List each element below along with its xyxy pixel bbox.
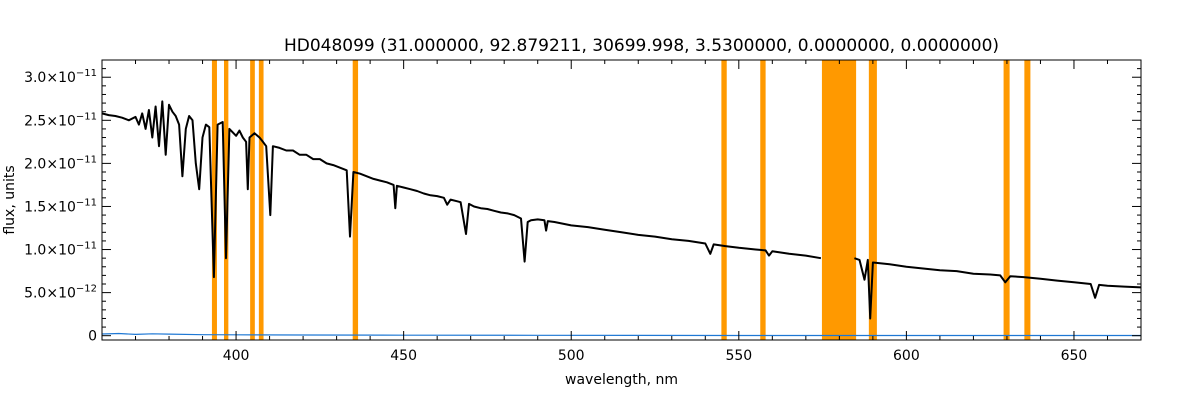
x-tick-label: 500 bbox=[558, 348, 585, 364]
masked-bands bbox=[211, 60, 1031, 340]
x-axis-label: wavelength, nm bbox=[565, 372, 678, 388]
masked-band bbox=[868, 60, 877, 340]
masked-band bbox=[352, 60, 359, 340]
flux-series-line bbox=[101, 100, 1142, 320]
masked-band bbox=[258, 60, 264, 340]
chart-title: HD048099 (31.000000, 92.879211, 30699.99… bbox=[284, 36, 999, 56]
y-tick-label: 3.0×10−11 bbox=[24, 68, 97, 86]
masked-band bbox=[1003, 60, 1010, 340]
masked-band bbox=[721, 60, 727, 340]
x-tick-label: 450 bbox=[390, 348, 417, 364]
series-lines bbox=[101, 100, 1142, 337]
axis-ticks: 400 450 500 550 600 650 0 5.0×10−12 1.0×10−11 1.5… bbox=[24, 59, 1141, 364]
masked-band bbox=[211, 60, 217, 340]
y-tick-label: 5.0×10−12 bbox=[24, 284, 97, 302]
x-tick-label: 650 bbox=[1061, 348, 1088, 364]
plot-frame bbox=[101, 59, 1142, 341]
masked-band bbox=[223, 60, 229, 340]
masked-band bbox=[760, 60, 766, 340]
y-tick-label: 0 bbox=[88, 329, 97, 345]
y-tick-label: 1.0×10−11 bbox=[24, 241, 97, 259]
x-tick-label: 550 bbox=[725, 348, 752, 364]
y-tick-label: 2.5×10−11 bbox=[24, 111, 97, 129]
y-tick-label: 1.5×10−11 bbox=[24, 197, 97, 215]
error-series-line bbox=[101, 332, 1141, 337]
x-tick-label: 400 bbox=[223, 348, 250, 364]
x-tick-label: 600 bbox=[893, 348, 920, 364]
masked-band bbox=[821, 60, 857, 340]
y-tick-label: 2.0×10−11 bbox=[24, 154, 97, 172]
masked-band bbox=[250, 60, 255, 340]
masked-band bbox=[1024, 60, 1031, 340]
y-axis-label: flux, units bbox=[2, 165, 18, 234]
